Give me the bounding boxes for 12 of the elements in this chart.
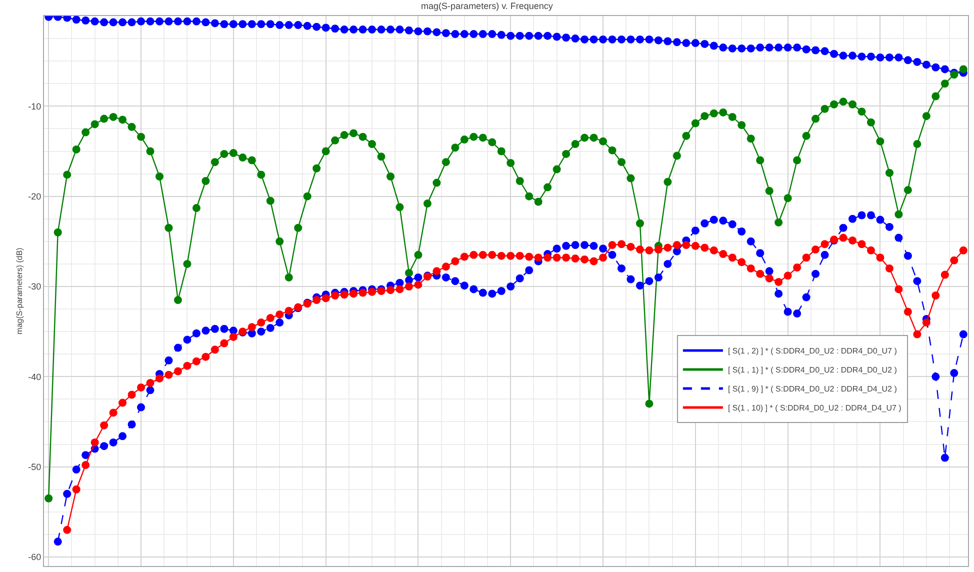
y-tick-label: -50	[28, 462, 42, 472]
legend-label: [ S(1 , 10) ] * ( S:DDR4_D0_U2 : DDR4_D4_U7 )	[728, 404, 902, 413]
y-tick-label: -30	[28, 282, 42, 292]
chart-title: mag(S-parameters) v. Frequency	[421, 1, 554, 12]
y-axis-title: mag(S-parameters) (dB)	[14, 247, 24, 334]
y-tick-label: -60	[28, 552, 42, 562]
y-tick-label: -10	[28, 101, 42, 112]
y-tick-label: -40	[28, 372, 42, 382]
y-tick-label: -20	[28, 191, 42, 202]
legend-label: [ S(1 , 1) ] * ( S:DDR4_D0_U2 : DDR4_D0_U2 )	[728, 366, 898, 375]
legend-label: [ S(1 , 9) ] * ( S:DDR4_D0_U2 : DDR4_D4_U2 )	[728, 384, 898, 394]
legend-label: [ S(1 , 2) ] * ( S:DDR4_D0_U2 : DDR4_D0_U7 )	[728, 346, 898, 356]
